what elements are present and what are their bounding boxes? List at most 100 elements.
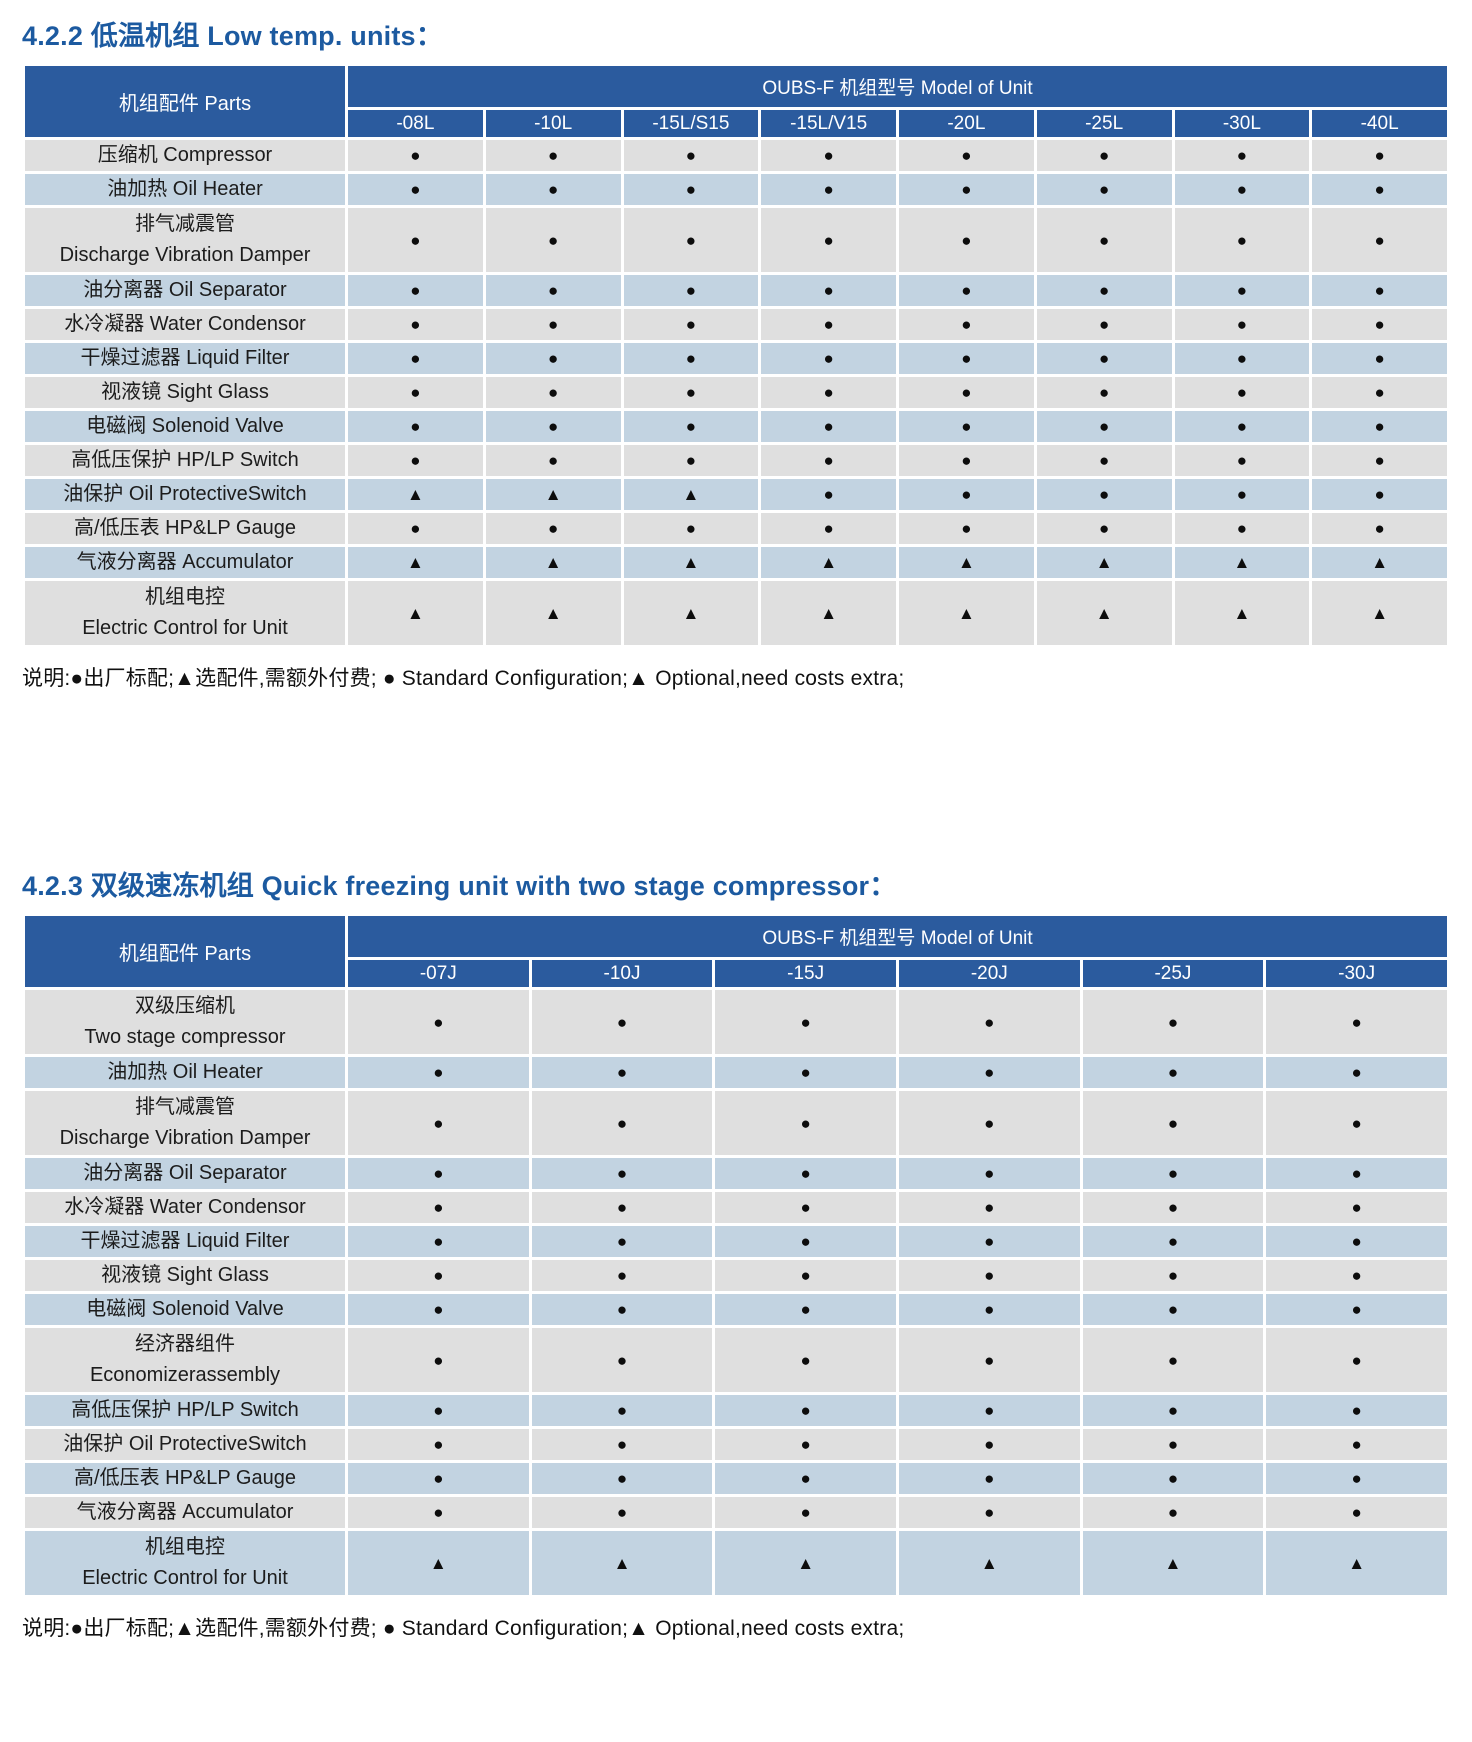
standard-dot-marker: ● (761, 513, 896, 544)
standard-dot-marker: ● (715, 1226, 896, 1257)
section-low-temp-units: 4.2.2 低温机组 Low temp. units： 机组配件 Parts OU… (22, 14, 1450, 692)
table-row: 水冷凝器 Water Condensor ● ● ● ● ● ● (25, 1192, 1447, 1223)
part-label-cell: 油加热 Oil Heater (25, 1057, 345, 1088)
standard-dot-marker: ● (761, 411, 896, 442)
model-column-header: -10L (485, 110, 621, 137)
header-row-top: 机组配件 Parts OUBS-F 机组型号 Model of Unit (25, 66, 1447, 137)
catalog-page: 4.2.2 低温机组 Low temp. units： 机组配件 Parts OU… (22, 14, 1450, 1640)
table-row: 油加热 Oil Heater ● ● ● ● ● ● ● ● (25, 174, 1447, 205)
standard-dot-marker: ● (531, 1463, 713, 1494)
standard-dot-marker: ● (348, 140, 483, 171)
standard-dot-marker: ● (1174, 445, 1310, 476)
standard-dot-marker: ● (761, 445, 896, 476)
standard-dot-marker: ● (898, 1328, 1080, 1392)
optional-triangle-marker: ▲ (761, 547, 896, 578)
table-row: 压缩机 Compressor ● ● ● ● ● ● ● ● (25, 140, 1447, 171)
standard-dot-marker: ● (899, 513, 1034, 544)
part-label-line: 压缩机 Compressor (97, 144, 273, 166)
part-label-line: 视液镜 Sight Glass (101, 381, 269, 403)
standard-dot-marker: ● (348, 1226, 529, 1257)
part-label-cell: 排气减震管 Discharge Vibration Damper (25, 208, 345, 272)
standard-dot-marker: ● (899, 343, 1034, 374)
standard-dot-marker: ● (348, 1429, 529, 1460)
standard-dot-marker: ● (348, 1328, 529, 1392)
standard-dot-marker: ● (531, 1226, 713, 1257)
standard-dot-marker: ● (531, 1192, 713, 1223)
standard-dot-marker: ● (898, 1429, 1080, 1460)
model-column-header: -40L (1312, 110, 1447, 137)
model-column-header: -15J (715, 960, 896, 987)
table-row: 视液镜 Sight Glass ● ● ● ● ● ● (25, 1260, 1447, 1291)
standard-dot-marker: ● (899, 208, 1034, 272)
optional-triangle-marker: ▲ (899, 581, 1034, 645)
standard-dot-marker: ● (1082, 1463, 1264, 1494)
standard-dot-marker: ● (623, 411, 759, 442)
model-column-header: -30L (1174, 110, 1310, 137)
standard-dot-marker: ● (715, 1294, 896, 1325)
standard-dot-marker: ● (348, 309, 483, 340)
part-label-line: 油分离器 Oil Separator (83, 279, 287, 301)
standard-dot-marker: ● (1312, 208, 1447, 272)
model-column-header: -10J (531, 960, 713, 987)
standard-dot-marker: ● (348, 343, 483, 374)
model-column-header: -30J (1266, 960, 1447, 987)
part-label-line: 水冷凝器 Water Condensor (64, 1196, 306, 1218)
part-label-line: 视液镜 Sight Glass (101, 1264, 269, 1286)
model-column-header: -25J (1082, 960, 1264, 987)
legend-note: 说明:●出厂标配;▲选配件,需额外付费; ● Standard Configur… (22, 1617, 905, 1640)
standard-dot-marker: ● (531, 1497, 713, 1528)
standard-dot-marker: ● (761, 309, 896, 340)
standard-dot-marker: ● (761, 140, 896, 171)
standard-dot-marker: ● (1174, 343, 1310, 374)
standard-dot-marker: ● (1266, 990, 1447, 1054)
part-label-cell: 油保护 Oil ProtectiveSwitch (25, 479, 345, 510)
standard-dot-marker: ● (485, 140, 621, 171)
part-label-cell: 双级压缩机 Two stage compressor (25, 990, 345, 1054)
part-label-line: 气液分离器 Accumulator (76, 1501, 294, 1523)
part-label-line: 双级压缩机 (135, 995, 235, 1017)
part-label-cell: 干燥过滤器 Liquid Filter (25, 343, 345, 374)
standard-dot-marker: ● (1174, 208, 1310, 272)
standard-dot-marker: ● (761, 377, 896, 408)
standard-dot-marker: ● (623, 309, 759, 340)
model-column-header: -15L/S15 (623, 110, 759, 137)
standard-dot-marker: ● (715, 990, 896, 1054)
header-row-top: 机组配件 Parts OUBS-F 机组型号 Model of Unit (25, 916, 1447, 987)
standard-dot-marker: ● (715, 1497, 896, 1528)
standard-dot-marker: ● (899, 411, 1034, 442)
standard-dot-marker: ● (348, 445, 483, 476)
part-label-line: 油加热 Oil Heater (107, 178, 263, 200)
table-row: 气液分离器 Accumulator ● ● ● ● ● ● (25, 1497, 1447, 1528)
part-label-line: 干燥过滤器 Liquid Filter (80, 347, 290, 369)
table-row: 视液镜 Sight Glass ● ● ● ● ● ● ● ● (25, 377, 1447, 408)
standard-dot-marker: ● (715, 1395, 896, 1426)
section-title-quick-freezing: 4.2.3 双级速冻机组 Quick freezing unit with tw… (22, 871, 897, 901)
part-label-line: 电磁阀 Solenoid Valve (86, 1298, 284, 1320)
standard-dot-marker: ● (1036, 343, 1172, 374)
parts-column-header: 机组配件 Parts (25, 916, 345, 987)
standard-dot-marker: ● (761, 174, 896, 205)
standard-dot-marker: ● (1266, 1091, 1447, 1155)
standard-dot-marker: ● (1266, 1395, 1447, 1426)
standard-dot-marker: ● (899, 377, 1034, 408)
part-label-cell: 高/低压表 HP&LP Gauge (25, 1463, 345, 1494)
standard-dot-marker: ● (531, 1328, 713, 1392)
table-row: 油分离器 Oil Separator ● ● ● ● ● ● (25, 1158, 1447, 1189)
part-label-cell: 压缩机 Compressor (25, 140, 345, 171)
table-row: 电磁阀 Solenoid Valve ● ● ● ● ● ● (25, 1294, 1447, 1325)
part-label-line: Two stage compressor (84, 1026, 286, 1048)
model-of-unit-header: OUBS-F 机组型号 Model of Unit (348, 66, 1447, 107)
low-temp-units-table-wrap: 机组配件 Parts OUBS-F 机组型号 Model of Unit -08L -… (22, 63, 1450, 648)
table-row: 干燥过滤器 Liquid Filter ● ● ● ● ● ● (25, 1226, 1447, 1257)
part-label-cell: 气液分离器 Accumulator (25, 1497, 345, 1528)
standard-dot-marker: ● (623, 275, 759, 306)
standard-dot-marker: ● (715, 1328, 896, 1392)
standard-dot-marker: ● (715, 1192, 896, 1223)
standard-dot-marker: ● (898, 1463, 1080, 1494)
standard-dot-marker: ● (531, 990, 713, 1054)
standard-dot-marker: ● (1174, 275, 1310, 306)
standard-dot-marker: ● (531, 1158, 713, 1189)
standard-dot-marker: ● (348, 275, 483, 306)
part-label-line: 高低压保护 HP/LP Switch (71, 449, 299, 471)
standard-dot-marker: ● (485, 309, 621, 340)
